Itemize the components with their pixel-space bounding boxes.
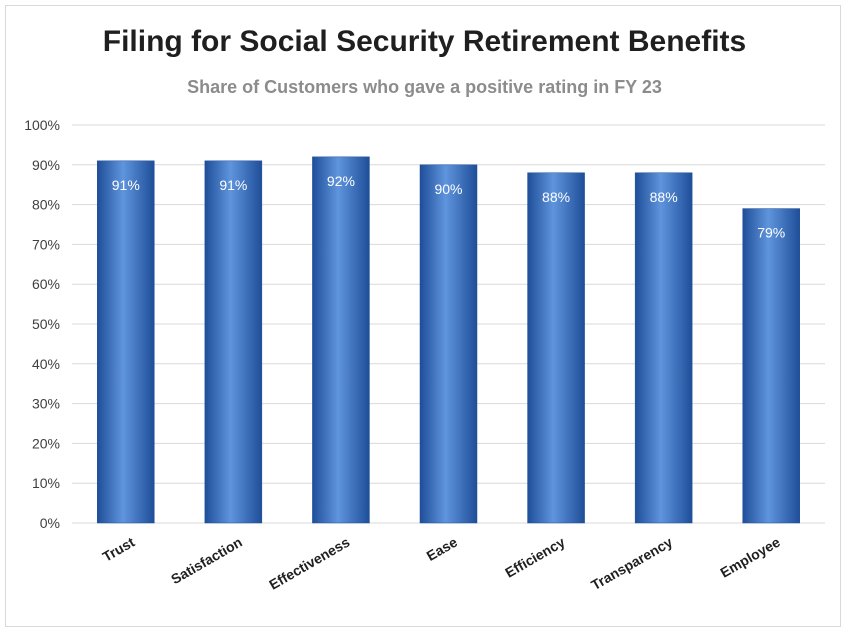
y-tick-label: 80% [32, 197, 60, 213]
chart-title: Filing for Social Security Retirement Be… [102, 25, 747, 58]
bar-data-label: 88% [542, 189, 570, 205]
x-tick-label: Effectiveness [266, 534, 352, 593]
bar [634, 172, 693, 524]
bar-data-label: 91% [219, 177, 247, 193]
bar [527, 172, 585, 524]
bar-data-label: 79% [757, 225, 785, 241]
bars: 91% 91% 92% 90% 88% 88% 79% [97, 156, 800, 524]
x-tick-label: Employee [717, 534, 782, 581]
bar [204, 160, 263, 524]
y-tick-label: 60% [32, 276, 60, 292]
bar [419, 164, 478, 524]
y-tick-label: 70% [32, 236, 60, 252]
bar [97, 160, 155, 524]
x-tick-label: Transparency [588, 534, 675, 593]
x-tick-label: Ease [424, 534, 461, 564]
bar-data-label: 88% [650, 189, 678, 205]
x-tick-label: Satisfaction [168, 534, 245, 588]
y-tick-label: 20% [32, 435, 60, 451]
y-tick-label: 50% [32, 316, 60, 332]
y-tick-label: 40% [32, 356, 60, 372]
x-axis-tick-labels: Trust Satisfaction Effectiveness Ease Effici… [100, 534, 783, 594]
chart-subtitle: Share of Customers who gave a positive r… [187, 77, 662, 97]
x-tick-label: Efficiency [502, 534, 567, 581]
y-tick-label: 90% [32, 157, 60, 173]
bar [742, 208, 800, 524]
bar-data-label: 90% [434, 181, 462, 197]
bar [312, 156, 370, 524]
y-tick-label: 10% [32, 475, 60, 491]
y-tick-label: 30% [32, 396, 60, 412]
bar-data-label: 92% [327, 173, 355, 189]
y-tick-label: 100% [24, 117, 60, 133]
y-tick-label: 0% [40, 515, 60, 531]
y-axis-tick-labels: 0% 10% 20% 30% 40% 50% 60% 70% 80% 90% 100% [24, 117, 60, 531]
x-tick-label: Trust [100, 534, 138, 565]
bar-data-label: 91% [112, 177, 140, 193]
